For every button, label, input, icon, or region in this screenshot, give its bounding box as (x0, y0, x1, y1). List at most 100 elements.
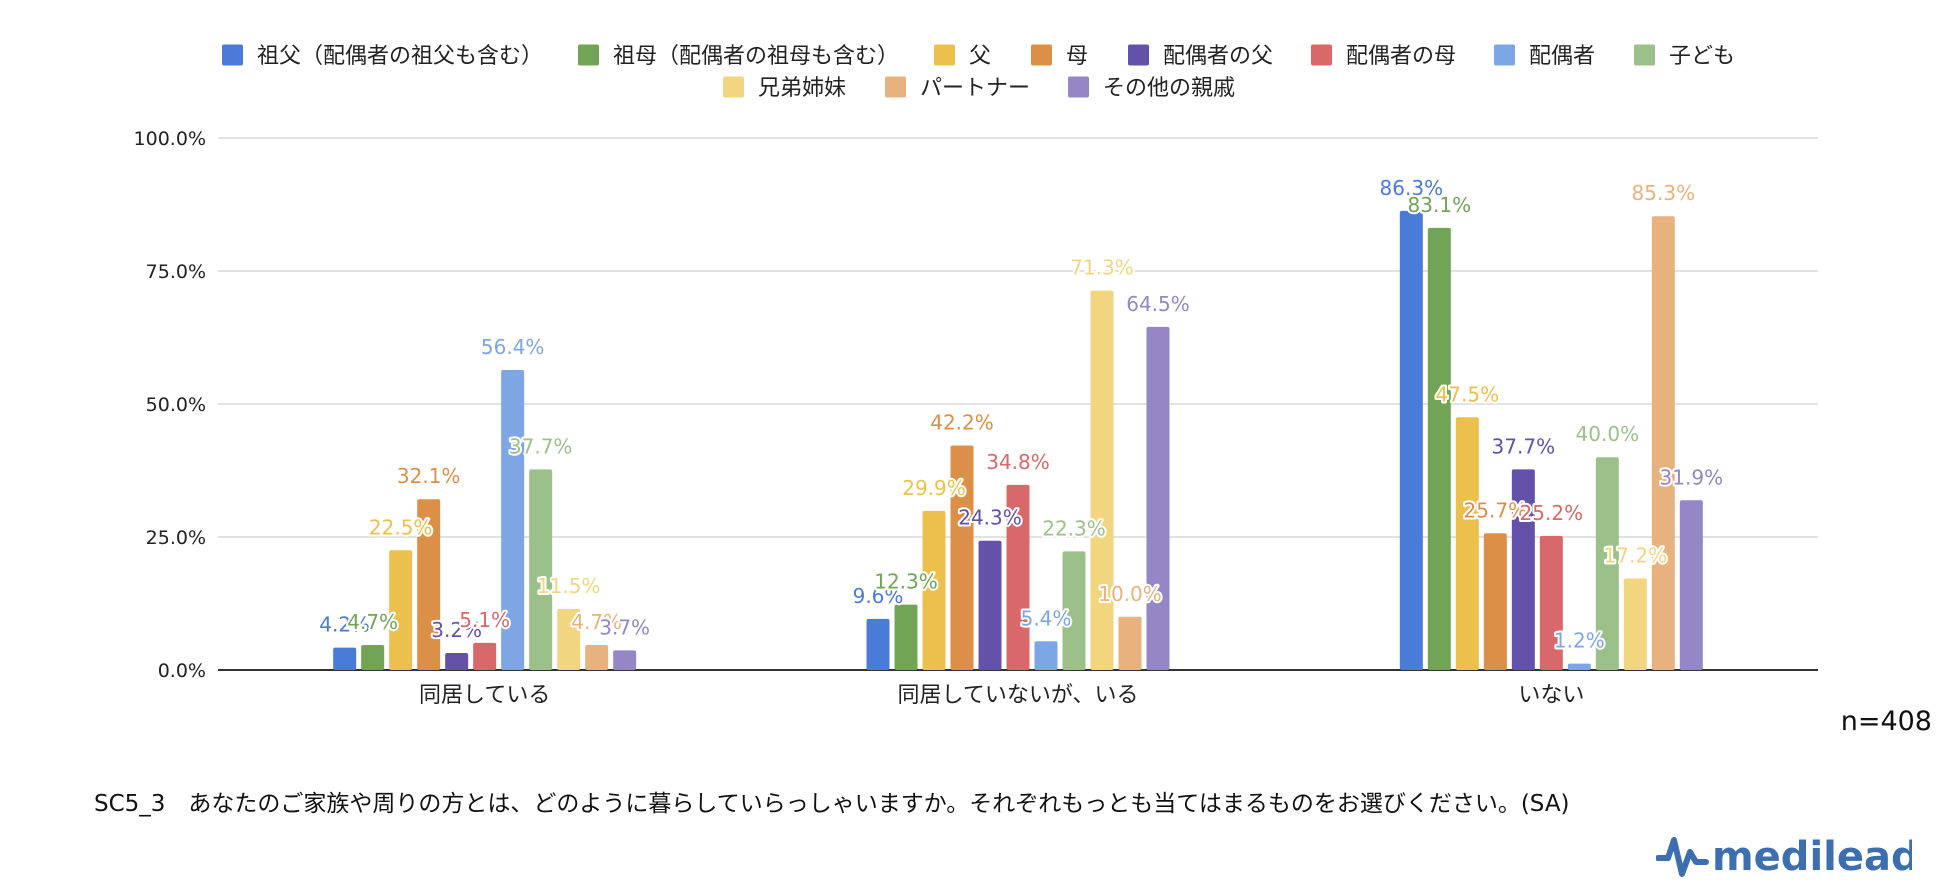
bar (361, 644, 385, 670)
logo-text: medilead (1712, 834, 1912, 880)
bar (1146, 326, 1170, 670)
bar (1006, 484, 1030, 670)
bar-value-label: 34.8% (986, 450, 1050, 474)
bar (473, 642, 497, 670)
x-category-label: 同居している (419, 683, 550, 708)
bar (445, 652, 469, 670)
bar-value-label: 4.7% (347, 610, 398, 634)
legend-label: 兄弟姉妹 (758, 76, 846, 101)
legend-label: 祖父（配偶者の祖父も含む） (257, 44, 543, 69)
legend-label: 配偶者 (1529, 44, 1595, 69)
value-labels: 4.2%4.7%22.5%32.1%3.2%5.1%56.4%37.7%11.5… (317, 174, 1725, 655)
bar-value-label: 9.6% (853, 584, 904, 608)
y-tick-label: 100.0% (134, 128, 206, 150)
bar-value-label: 56.4% (481, 335, 545, 359)
legend-swatch (578, 44, 599, 66)
bar (894, 604, 918, 670)
bar (978, 540, 1002, 670)
bar (501, 369, 525, 670)
bar (417, 499, 441, 670)
bar (1455, 417, 1479, 670)
bar-value-label: 24.3% (958, 506, 1022, 530)
bar-value-label: 85.3% (1632, 181, 1696, 205)
bar (1567, 663, 1591, 670)
legend-label: 父 (969, 44, 991, 69)
y-axis: 0.0% 25.0% 50.0% 75.0% 100.0% (134, 128, 206, 682)
legend-swatch (1311, 44, 1332, 66)
bar (1595, 457, 1619, 670)
bar (1034, 641, 1058, 670)
bar-value-label: 22.5% (369, 515, 433, 539)
bar-value-label: 32.1% (397, 464, 461, 488)
bar-value-label: 83.1% (1408, 193, 1472, 217)
legend-label: その他の親戚 (1103, 76, 1235, 101)
bar-value-label: 86.3% (1380, 176, 1444, 200)
bar (1399, 210, 1423, 670)
legend-label: 祖母（配偶者の祖母も含む） (613, 44, 899, 69)
x-category-label: いない (1518, 683, 1584, 708)
bar-value-label: 17.2% (1604, 543, 1668, 567)
bar-value-label: 42.2% (930, 410, 994, 434)
bar-value-label: 5.4% (1021, 606, 1072, 630)
bar-value-label: 40.0% (1576, 422, 1640, 446)
bar-value-label: 37.7% (509, 434, 573, 458)
bar-value-label: 4.7% (571, 610, 622, 634)
legend-swatch (1494, 44, 1515, 66)
bar-value-label: 64.5% (1126, 292, 1190, 316)
bar-value-label: 25.2% (1520, 501, 1584, 525)
bar-value-label: 3.7% (599, 615, 650, 639)
medilead-logo: medilead (1656, 834, 1912, 880)
bar (1651, 216, 1675, 671)
legend-label: 母 (1066, 44, 1088, 69)
legend-swatch (1128, 44, 1149, 66)
bar-value-label: 5.1% (459, 608, 510, 632)
bar (1062, 551, 1086, 670)
bars (333, 210, 1703, 671)
y-tick-label: 75.0% (146, 261, 206, 283)
bar (613, 650, 637, 670)
legend-swatch (934, 44, 955, 66)
bar (922, 510, 946, 670)
bar-value-label: 4.2% (319, 613, 370, 637)
bar-value-label: 31.9% (1660, 465, 1724, 489)
legend-label: 配偶者の父 (1163, 44, 1273, 69)
bar-value-label: 11.5% (537, 574, 601, 598)
legend-swatch (723, 76, 744, 98)
y-tick-label: 0.0% (158, 660, 206, 682)
bar (557, 608, 581, 670)
bar-value-label: 10.0% (1098, 582, 1162, 606)
bar (1539, 535, 1563, 670)
y-tick-label: 50.0% (146, 394, 206, 416)
bar (1090, 290, 1114, 670)
sample-size: n=408 (1840, 706, 1932, 737)
bar-value-label: 29.9% (902, 476, 966, 500)
bar-value-label: 47.5% (1436, 382, 1500, 406)
bar (333, 647, 357, 670)
bar (1679, 500, 1703, 670)
bar (1483, 533, 1507, 670)
bar-value-label: 12.3% (874, 570, 938, 594)
bar (1623, 578, 1647, 670)
x-category-label: 同居していないが、いる (898, 683, 1139, 708)
bar-value-label: 71.3% (1070, 256, 1134, 280)
legend-swatch (1031, 44, 1052, 66)
bar (585, 644, 609, 670)
bar (866, 618, 890, 670)
legend: 祖父（配偶者の祖父も含む） 祖母（配偶者の祖母も含む） 父 母 配偶者の父 配偶者の母 配偶… (222, 44, 1735, 101)
y-tick-label: 25.0% (146, 527, 206, 549)
bar-value-label: 37.7% (1492, 434, 1556, 458)
question-text: SC5_3 あなたのご家族や周りの方とは、どのように暮らしていらっしゃいますか。… (94, 791, 1570, 817)
legend-swatch (1634, 44, 1655, 66)
bar (1427, 227, 1451, 670)
bar (1511, 469, 1535, 670)
legend-swatch (1068, 76, 1089, 98)
bar-value-label: 3.2% (431, 618, 482, 642)
pulse-icon (1656, 837, 1709, 877)
bar (950, 445, 974, 670)
x-axis: 同居している 同居していないが、いる いない (419, 683, 1584, 708)
legend-swatch (222, 44, 243, 66)
bar-value-label: 25.7% (1464, 498, 1528, 522)
bar (389, 550, 413, 670)
legend-label: 配偶者の母 (1346, 44, 1456, 69)
bar-value-label: 22.3% (1042, 516, 1106, 540)
